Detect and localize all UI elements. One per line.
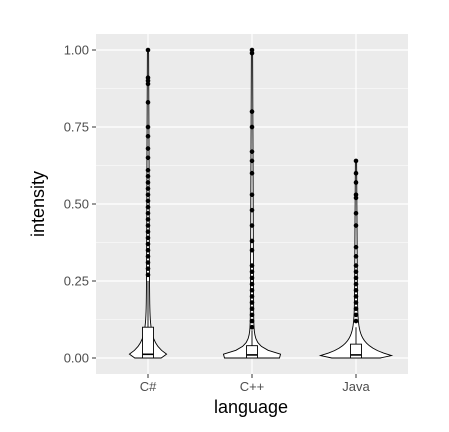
outlier-point — [145, 260, 151, 265]
outlier-point — [145, 266, 151, 271]
outlier-point — [249, 306, 255, 312]
outlier-point — [249, 281, 255, 287]
y-axis-title: intensity — [28, 171, 48, 237]
outlier-point — [145, 247, 151, 253]
y-tick-label: 0.50 — [64, 197, 89, 212]
outlier-point — [145, 155, 151, 161]
outlier-points — [145, 47, 359, 330]
outlier-point — [353, 287, 359, 293]
outlier-point — [249, 312, 255, 318]
box-body — [246, 345, 258, 359]
outlier-point — [353, 170, 359, 176]
outlier-point — [353, 306, 359, 312]
outlier-point — [145, 133, 151, 139]
outlier-point — [145, 100, 151, 105]
y-tick-label: 0.25 — [64, 274, 89, 289]
outlier-point — [353, 180, 359, 185]
box-body — [142, 326, 154, 359]
outlier-point — [353, 210, 359, 216]
x-tick-label: Java — [342, 379, 370, 394]
outlier-point — [353, 254, 359, 259]
y-tick-label: 0.75 — [64, 120, 89, 135]
outlier-point — [249, 275, 255, 281]
outlier-point — [353, 263, 359, 268]
outlier-point — [145, 241, 151, 247]
y-axis: 0.00 0.25 0.50 0.75 1.00 — [64, 43, 96, 366]
outlier-point — [249, 269, 255, 275]
outlier-point — [145, 180, 151, 185]
outlier-point — [145, 254, 151, 259]
outlier-point — [249, 170, 255, 176]
outlier-point — [353, 312, 359, 318]
outlier-point — [145, 204, 151, 210]
outlier-point — [145, 146, 151, 151]
outlier-point — [145, 167, 151, 173]
outlier-point — [249, 149, 255, 154]
outlier-point — [145, 47, 151, 53]
outlier-point — [249, 223, 255, 228]
outlier-point — [249, 109, 255, 114]
box-body — [350, 343, 362, 359]
outlier-point — [249, 324, 255, 330]
outlier-point — [249, 124, 255, 130]
outlier-point — [353, 294, 359, 299]
outlier-point — [145, 124, 151, 130]
outlier-point — [145, 223, 151, 228]
outlier-point — [249, 192, 255, 198]
outlier-point — [353, 281, 359, 287]
outlier-point — [353, 269, 359, 275]
outlier-point — [353, 318, 359, 324]
outlier-point — [249, 238, 255, 244]
outlier-point — [353, 158, 359, 164]
outlier-point — [145, 173, 151, 179]
outlier-point — [249, 300, 255, 305]
outlier-point — [353, 300, 359, 305]
boxes — [142, 281, 362, 359]
outlier-point — [145, 235, 151, 241]
x-tick-label: C++ — [240, 379, 265, 394]
outlier-point — [145, 229, 151, 235]
outlier-point — [145, 192, 151, 198]
x-tick-label: C# — [140, 379, 157, 394]
outlier-point — [145, 210, 151, 216]
x-axis: C# C++ Java — [140, 374, 370, 394]
outlier-point — [353, 223, 359, 228]
outlier-point — [249, 318, 255, 324]
outlier-point — [145, 186, 151, 191]
outlier-point — [145, 217, 151, 222]
outlier-point — [145, 75, 151, 81]
outlier-point — [353, 192, 359, 198]
outlier-point — [249, 207, 255, 213]
outlier-point — [249, 294, 255, 299]
outlier-point — [249, 263, 255, 268]
outlier-point — [249, 47, 255, 53]
outlier-point — [145, 272, 151, 278]
outlier-point — [353, 244, 359, 250]
outlier-point — [353, 275, 359, 281]
y-tick-label: 1.00 — [64, 43, 89, 58]
outlier-point — [249, 287, 255, 293]
x-axis-title: language — [214, 397, 288, 417]
outlier-point — [249, 158, 255, 164]
outlier-point — [145, 198, 151, 204]
y-tick-label: 0.00 — [64, 351, 89, 366]
outlier-point — [249, 247, 255, 253]
